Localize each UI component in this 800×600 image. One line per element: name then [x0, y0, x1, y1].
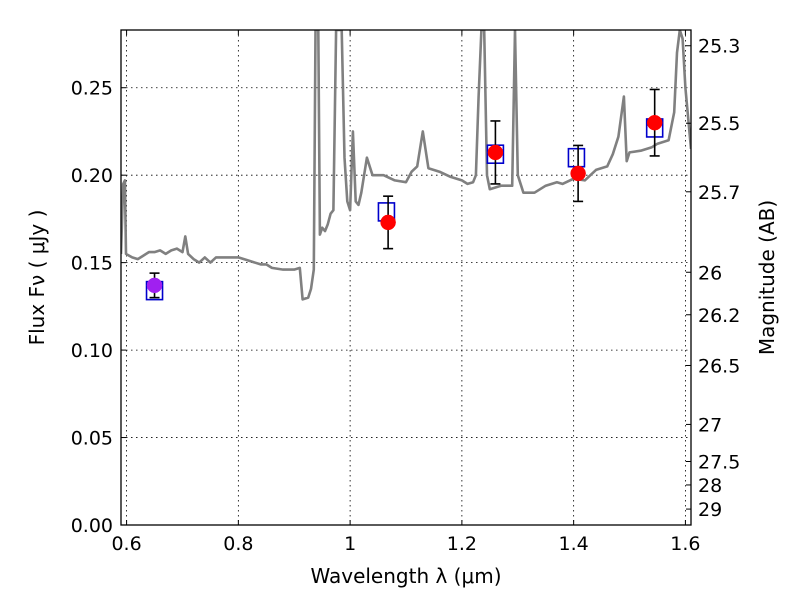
x-tick-label: 1.2: [447, 533, 477, 555]
x-tick-label: 1.4: [559, 533, 589, 555]
x-tick-label: 0.8: [223, 533, 253, 555]
y2-tick-label: 25.3: [698, 36, 740, 58]
y-tick-label: 0.05: [71, 428, 113, 450]
observed-point: [570, 165, 586, 182]
axes-ticks: 0.6 0.8 1 1.2 1.4 1.6 0.00 0.05 0.10 0.15 0.20 0.25…: [71, 30, 740, 555]
y2-tick-label: 25.5: [698, 113, 740, 135]
y-axis-title: Flux Fν ( μJy ): [25, 210, 49, 346]
y-tick-label: 0.10: [71, 340, 113, 362]
grid: [121, 30, 691, 526]
y2-tick-label: 26: [698, 262, 722, 284]
y2-tick-label: 29: [698, 499, 722, 521]
x-tick-label: 1: [344, 533, 356, 555]
y-tick-label: 0.20: [71, 165, 113, 187]
observed-point: [646, 114, 663, 131]
y2-tick-label: 26.2: [698, 305, 740, 327]
observed-point: [380, 214, 396, 231]
y2-tick-label: 27: [698, 414, 722, 436]
y2-axis-title: Magnitude (AB): [755, 200, 779, 355]
plot-area: [121, 30, 691, 301]
y-tick-label: 0.25: [71, 78, 113, 100]
observed-point: [487, 144, 504, 161]
spectrum-line: [121, 30, 691, 301]
x-tick-label: 0.6: [111, 533, 141, 555]
y2-tick-label: 27.5: [698, 452, 740, 474]
x-tick-label: 1.6: [670, 533, 700, 555]
y2-tick-label: 26.5: [698, 355, 740, 377]
y-tick-label: 0.15: [71, 253, 113, 275]
y2-tick-label: 28: [698, 475, 722, 497]
x-axis-title: Wavelength λ (μm): [310, 564, 501, 588]
observed-point: [146, 277, 163, 294]
y-tick-label: 0.00: [71, 515, 113, 537]
model-band-square: [567, 147, 586, 168]
plot-frame: [120, 29, 692, 526]
y2-tick-label: 25.7: [698, 182, 740, 204]
